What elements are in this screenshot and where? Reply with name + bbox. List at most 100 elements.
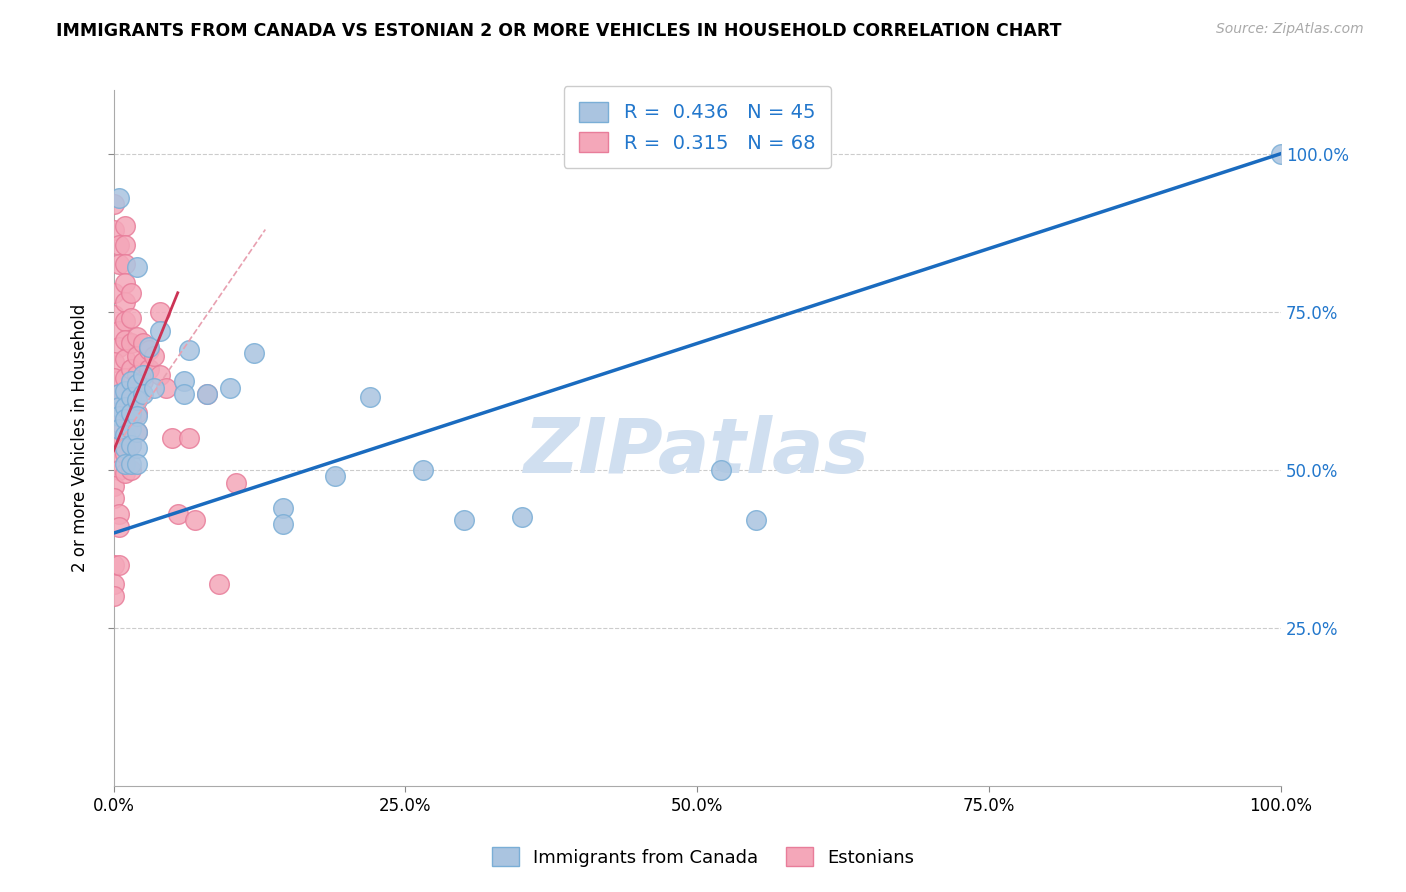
Point	[108, 324, 131, 338]
Point	[143, 381, 166, 395]
Point	[108, 507, 131, 521]
Point	[120, 457, 142, 471]
Point	[114, 428, 136, 442]
Point	[195, 387, 218, 401]
Point	[120, 422, 142, 436]
Point	[132, 387, 155, 401]
Point	[114, 257, 136, 271]
Point	[108, 450, 131, 465]
Point	[108, 463, 131, 477]
Point	[103, 285, 125, 300]
Point	[120, 406, 142, 420]
Point	[125, 368, 148, 382]
Point	[166, 507, 188, 521]
Point	[114, 219, 136, 234]
Point	[114, 314, 136, 328]
Legend: R =  0.436   N = 45, R =  0.315   N = 68: R = 0.436 N = 45, R = 0.315 N = 68	[564, 87, 831, 168]
Point	[120, 390, 142, 404]
Y-axis label: 2 or more Vehicles in Household: 2 or more Vehicles in Household	[72, 304, 89, 573]
Point	[114, 371, 136, 385]
Point	[114, 295, 136, 310]
Point	[120, 336, 142, 351]
Point	[108, 238, 131, 252]
Point	[114, 333, 136, 347]
Point	[132, 375, 155, 389]
Point	[219, 381, 242, 395]
Point	[132, 355, 155, 369]
Point	[138, 343, 160, 357]
Point	[108, 520, 131, 534]
Point	[108, 400, 131, 414]
Point	[103, 558, 125, 572]
Point	[242, 346, 264, 360]
Text: Source: ZipAtlas.com: Source: ZipAtlas.com	[1216, 22, 1364, 37]
Point	[114, 384, 136, 398]
Point	[149, 324, 172, 338]
Point	[173, 387, 195, 401]
Point	[744, 514, 766, 528]
Point	[453, 514, 475, 528]
Point	[103, 590, 125, 604]
Point	[103, 371, 125, 385]
Text: ZIPatlas: ZIPatlas	[524, 415, 870, 489]
Point	[114, 457, 136, 471]
Point	[138, 340, 160, 354]
Point	[108, 387, 131, 401]
Point	[120, 437, 142, 451]
Point	[103, 434, 125, 449]
Point	[120, 463, 142, 477]
Point	[225, 475, 247, 490]
Point	[138, 361, 160, 376]
Point	[510, 510, 533, 524]
Point	[125, 457, 148, 471]
Point	[207, 576, 229, 591]
Point	[108, 191, 131, 205]
Point	[103, 576, 125, 591]
Point	[125, 349, 148, 363]
Point	[108, 402, 131, 417]
Point	[125, 260, 148, 275]
Point	[125, 406, 148, 420]
Legend: Immigrants from Canada, Estonians: Immigrants from Canada, Estonians	[485, 840, 921, 874]
Point	[184, 514, 207, 528]
Point	[412, 463, 434, 477]
Point	[125, 377, 148, 392]
Point	[160, 431, 183, 445]
Point	[108, 409, 131, 424]
Point	[125, 425, 148, 439]
Point	[114, 390, 136, 404]
Point	[114, 238, 136, 252]
Point	[179, 343, 201, 357]
Point	[103, 418, 125, 433]
Point	[103, 308, 125, 322]
Point	[120, 387, 142, 401]
Point	[108, 387, 131, 401]
Point	[179, 431, 201, 445]
Point	[120, 311, 142, 326]
Point	[195, 387, 218, 401]
Point	[103, 222, 125, 236]
Point	[125, 441, 148, 455]
Point	[1270, 146, 1292, 161]
Point	[120, 437, 142, 451]
Point	[103, 355, 125, 369]
Point	[120, 375, 142, 389]
Point	[120, 361, 142, 376]
Point	[359, 390, 381, 404]
Point	[114, 441, 136, 455]
Point	[103, 479, 125, 493]
Point	[114, 447, 136, 461]
Point	[114, 412, 136, 426]
Point	[103, 491, 125, 506]
Point	[114, 409, 136, 424]
Point	[155, 381, 177, 395]
Point	[114, 277, 136, 291]
Point	[108, 558, 131, 572]
Point	[120, 285, 142, 300]
Point	[173, 375, 195, 389]
Point	[149, 368, 172, 382]
Point	[114, 428, 136, 442]
Point	[125, 387, 148, 401]
Point	[108, 257, 131, 271]
Point	[132, 368, 155, 382]
